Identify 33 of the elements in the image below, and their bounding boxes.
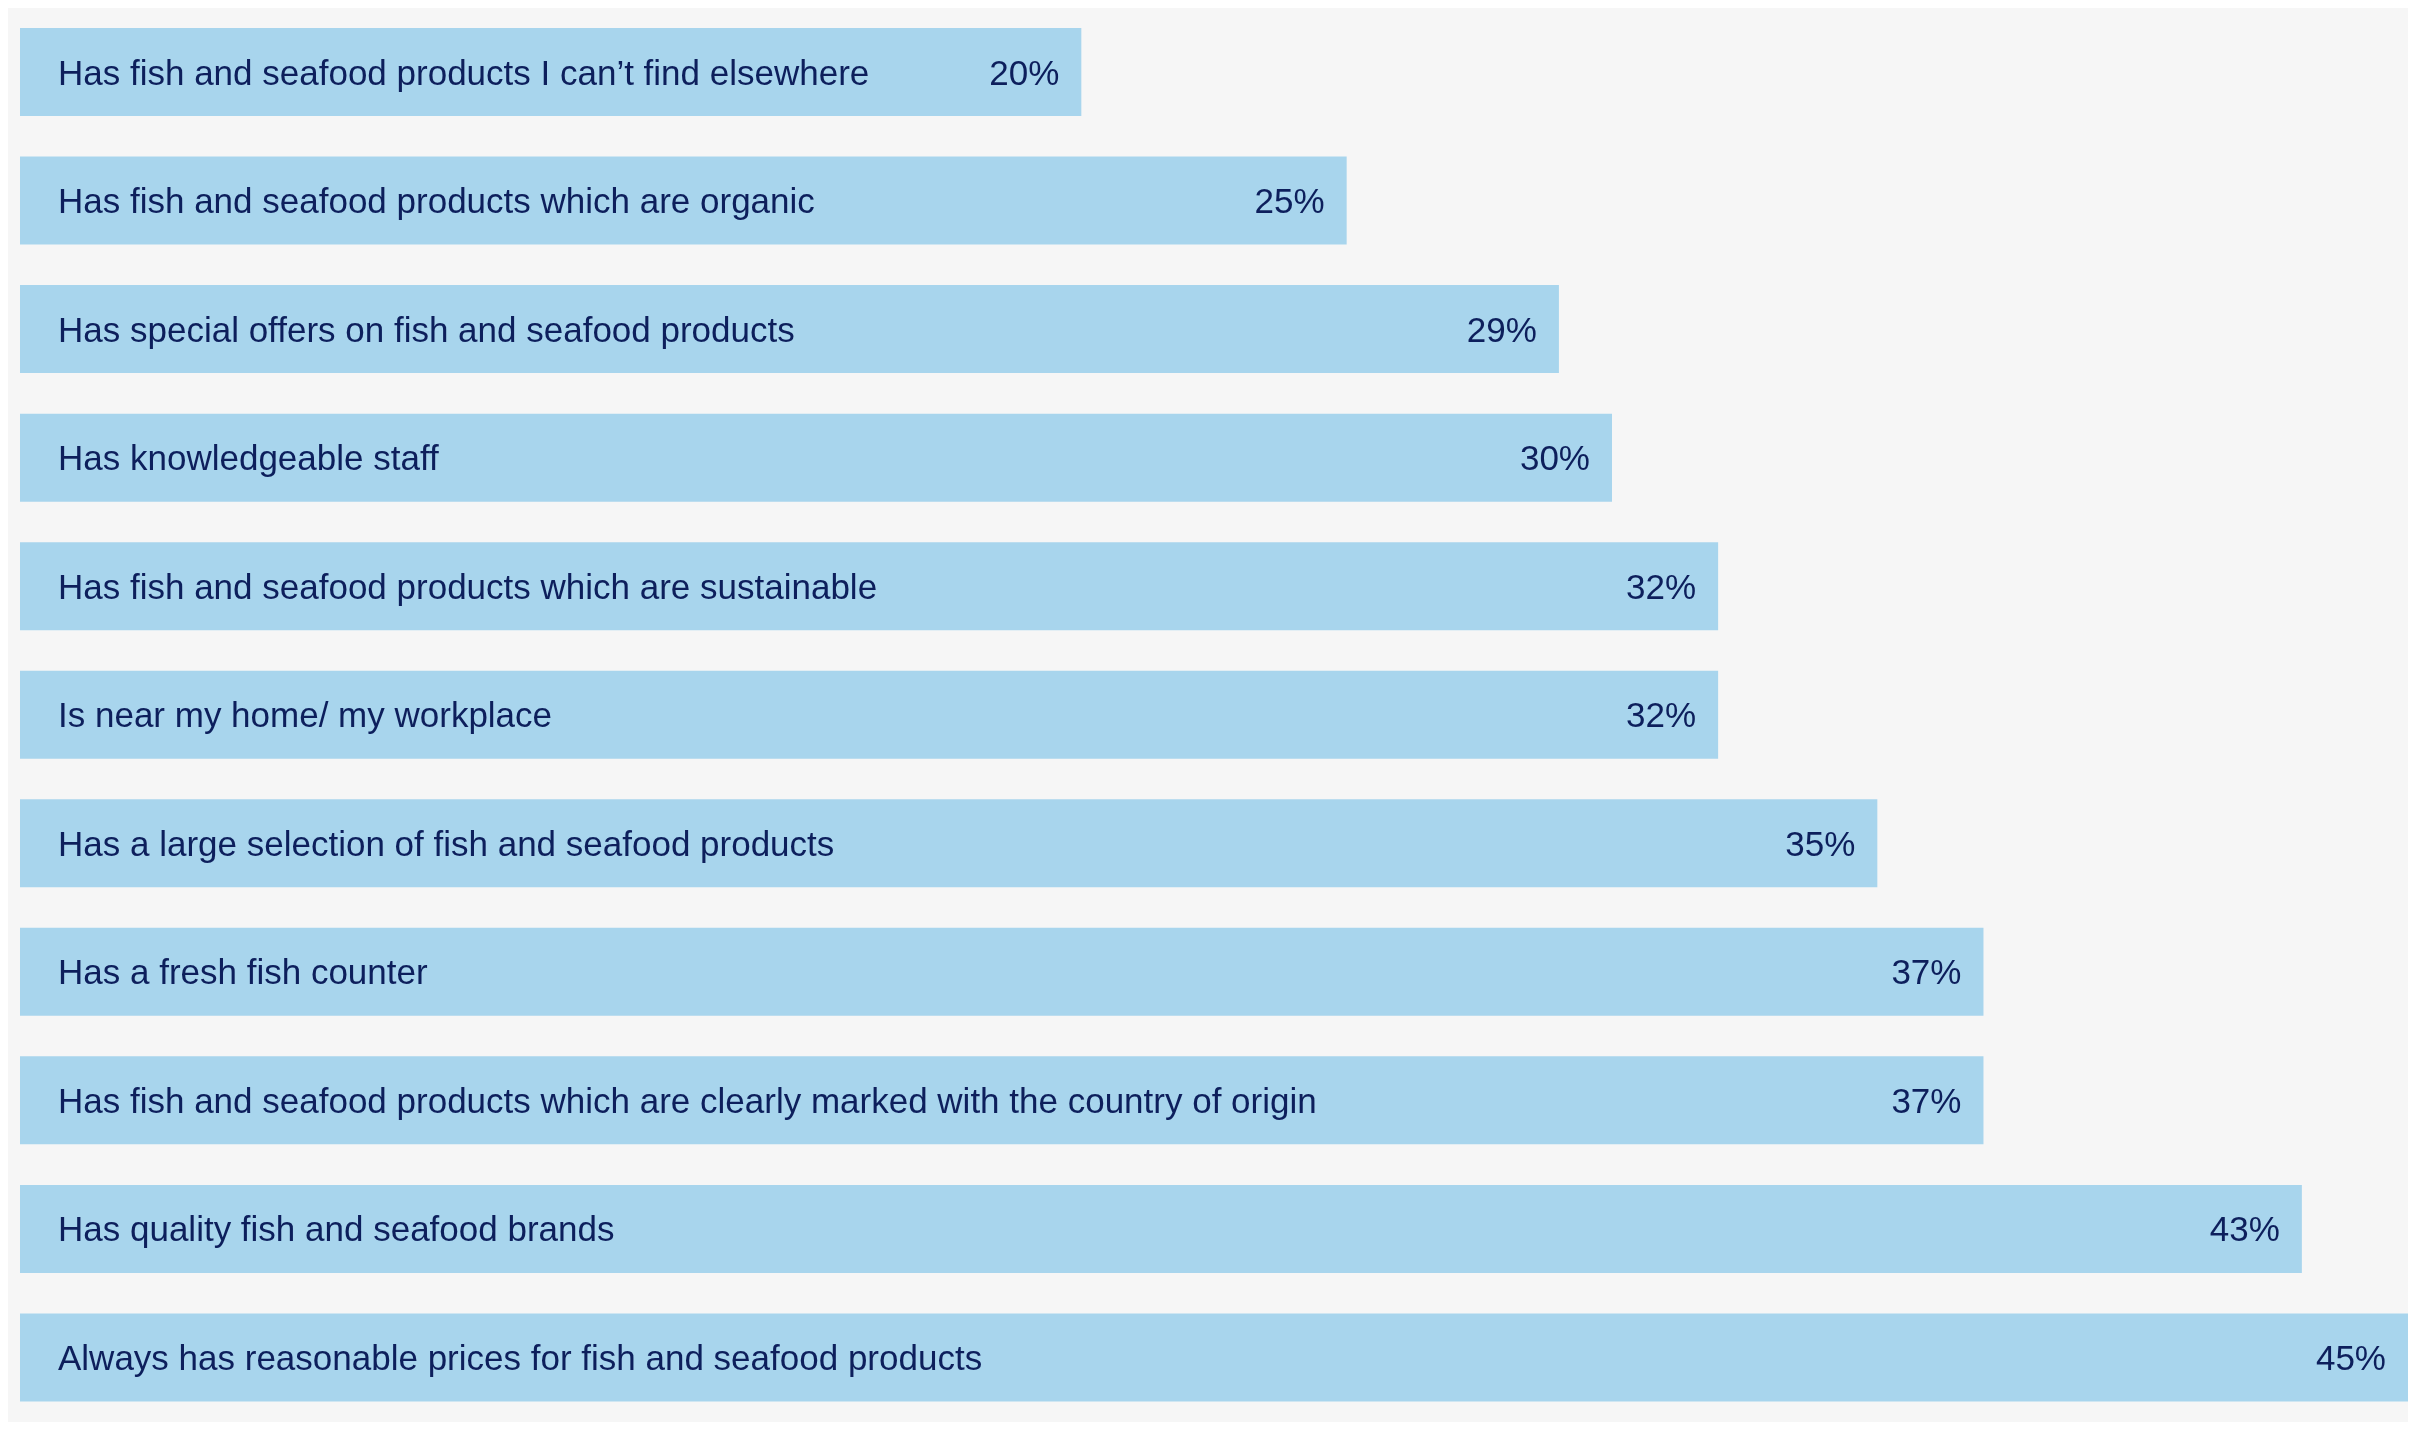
y-tick-label: Has fish and seafood products which are organic xyxy=(58,181,815,221)
y-tick-label: Has quality fish and seafood brands xyxy=(58,1209,615,1249)
data-label: 35% xyxy=(1785,823,1856,863)
data-label: 37% xyxy=(1891,952,1962,992)
bar xyxy=(20,156,1347,245)
y-tick-label: Always has reasonable prices for fish and seafood products xyxy=(58,1337,983,1377)
data-label: 45% xyxy=(2315,1337,2386,1377)
data-label: 29% xyxy=(1466,309,1537,349)
y-tick-label: Has special offers on fish and seafood products xyxy=(58,309,795,349)
data-label: 37% xyxy=(1891,1080,1962,1120)
bar xyxy=(20,285,1559,374)
data-label: 43% xyxy=(2209,1209,2280,1249)
bar xyxy=(20,1313,2408,1402)
bar xyxy=(20,927,1984,1016)
bar xyxy=(20,413,1612,502)
data-label: 30% xyxy=(1519,438,1590,478)
bar xyxy=(20,28,1082,116)
y-tick-label: Has a large selection of fish and seafood products xyxy=(58,823,835,863)
bar xyxy=(20,542,1719,631)
data-label: 32% xyxy=(1626,695,1697,735)
y-tick-label: Has knowledgeable staff xyxy=(58,438,439,478)
bar xyxy=(20,670,1719,759)
y-tick-label: Has fish and seafood products which are sustainable xyxy=(58,566,878,606)
data-label: 25% xyxy=(1254,181,1325,221)
data-label: 32% xyxy=(1626,566,1697,606)
bar xyxy=(20,1184,2302,1273)
bar xyxy=(20,1056,1984,1145)
data-label: 20% xyxy=(989,52,1060,92)
y-tick-label: Has fish and seafood products I can’t find elsewhere xyxy=(58,52,870,92)
bar xyxy=(20,799,1878,888)
y-tick-label: Has a fresh fish counter xyxy=(58,952,428,992)
y-tick-label: Has fish and seafood products which are clearly marked with the country of origin xyxy=(58,1080,1317,1120)
y-tick-label: Is near my home/ my workplace xyxy=(58,695,553,735)
